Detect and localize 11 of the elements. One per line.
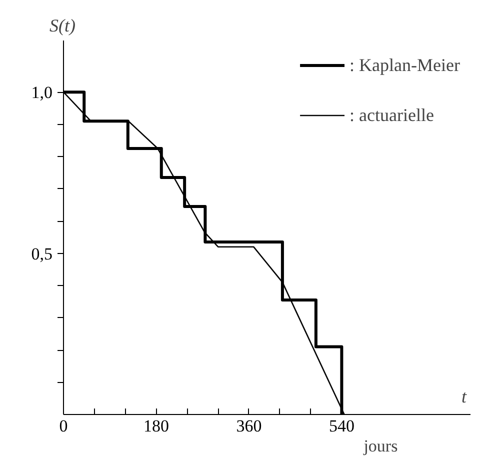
y-tick-label: 0,5 (31, 244, 52, 264)
legend-label: : Kaplan-Meier (350, 54, 460, 76)
text: jours (362, 436, 398, 456)
x-tick-label: 0 (59, 416, 68, 436)
x-axis-title: t (462, 386, 468, 406)
y-tick-label: 1,0 (31, 83, 52, 102)
y-axis-title: S(t) (50, 16, 76, 36)
x-tick-label: 540 (328, 416, 354, 436)
x-tick-label: 360 (236, 416, 262, 436)
x-tick-label: 180 (143, 416, 169, 436)
legend-label: : actuarielle (350, 104, 434, 126)
